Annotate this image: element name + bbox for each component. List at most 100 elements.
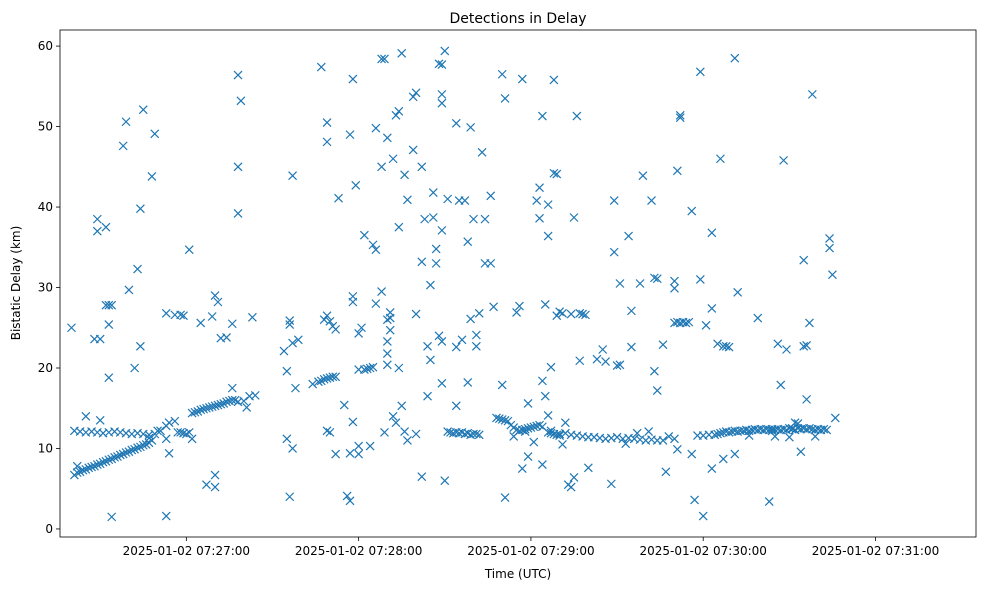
data-point (345, 130, 355, 140)
data-point (615, 279, 625, 288)
data-point (250, 390, 260, 400)
data-point (526, 423, 536, 432)
data-point (130, 363, 140, 373)
data-point (98, 457, 108, 467)
data-point (107, 512, 117, 522)
data-point (569, 473, 579, 482)
data-point (242, 403, 252, 412)
data-point (500, 415, 510, 425)
data-point (382, 337, 392, 346)
data-point (133, 443, 142, 453)
data-point (687, 206, 697, 216)
data-point (606, 479, 616, 489)
data-point (830, 413, 840, 423)
data-point (328, 372, 338, 382)
data-point (517, 425, 527, 435)
data-point (672, 444, 682, 454)
data-point (339, 400, 349, 410)
data-point (489, 302, 499, 312)
data-point (204, 403, 214, 412)
data-point (331, 372, 341, 382)
data-point (437, 98, 447, 108)
data-point (133, 264, 142, 274)
data-point (385, 325, 395, 335)
data-point (213, 297, 223, 307)
data-point (652, 386, 662, 395)
data-point (451, 118, 461, 128)
data-point (101, 456, 111, 466)
data-point (664, 431, 674, 441)
data-point (828, 270, 837, 280)
data-point (118, 449, 128, 459)
y-axis-label: Bistatic Delay (km) (9, 226, 23, 341)
data-point (492, 413, 501, 423)
data-point (537, 460, 547, 469)
data-point (764, 497, 774, 507)
data-point (72, 468, 82, 478)
data-point (744, 431, 754, 441)
data-point (520, 427, 530, 437)
data-point (359, 230, 369, 240)
data-point (624, 231, 633, 241)
data-point (92, 460, 102, 469)
data-point (672, 166, 682, 176)
data-point (348, 417, 358, 427)
data-point (707, 464, 717, 474)
data-point (150, 129, 160, 139)
data-point (431, 244, 441, 254)
data-point (141, 440, 151, 449)
data-point (451, 401, 461, 411)
x-tick-label: 2025-01-02 07:28:00 (295, 544, 422, 558)
data-point (675, 110, 685, 120)
data-point (787, 423, 797, 433)
x-tick-label: 2025-01-02 07:31:00 (812, 544, 939, 558)
data-point (575, 308, 585, 318)
data-point (227, 383, 237, 393)
data-point (400, 170, 410, 180)
data-point (92, 214, 102, 224)
data-point (308, 379, 318, 389)
data-point (500, 493, 510, 502)
data-point (477, 147, 487, 157)
data-point (549, 168, 559, 178)
data-point (130, 444, 140, 454)
data-point (799, 255, 809, 265)
data-point (397, 48, 407, 58)
data-point (428, 213, 438, 222)
data-point (118, 141, 128, 151)
data-point (721, 341, 731, 351)
data-point (210, 401, 220, 411)
data-point (411, 88, 421, 98)
data-point (371, 123, 381, 133)
data-point (285, 320, 295, 329)
data-point (95, 415, 105, 425)
data-point (695, 67, 705, 77)
data-point (319, 315, 329, 325)
data-point (161, 308, 171, 318)
data-point (382, 315, 392, 325)
data-point (612, 361, 622, 371)
data-point (348, 74, 358, 84)
data-point (523, 452, 533, 461)
x-tick-label: 2025-01-02 07:27:00 (123, 544, 250, 558)
data-point (288, 171, 298, 181)
data-point (460, 196, 470, 206)
data-point (463, 237, 473, 247)
data-point (359, 365, 369, 375)
data-point (72, 461, 82, 471)
data-point (176, 310, 186, 320)
data-point (695, 275, 705, 284)
data-point (500, 93, 510, 103)
data-point (345, 448, 355, 458)
data-point (569, 213, 579, 222)
data-point (437, 225, 447, 235)
data-point (822, 425, 832, 435)
data-point (515, 301, 524, 311)
data-point (612, 432, 622, 442)
data-point (124, 285, 134, 295)
data-point (716, 154, 725, 164)
data-point (104, 373, 114, 383)
data-point (222, 332, 231, 342)
data-point (135, 442, 145, 452)
data-point (670, 276, 679, 286)
